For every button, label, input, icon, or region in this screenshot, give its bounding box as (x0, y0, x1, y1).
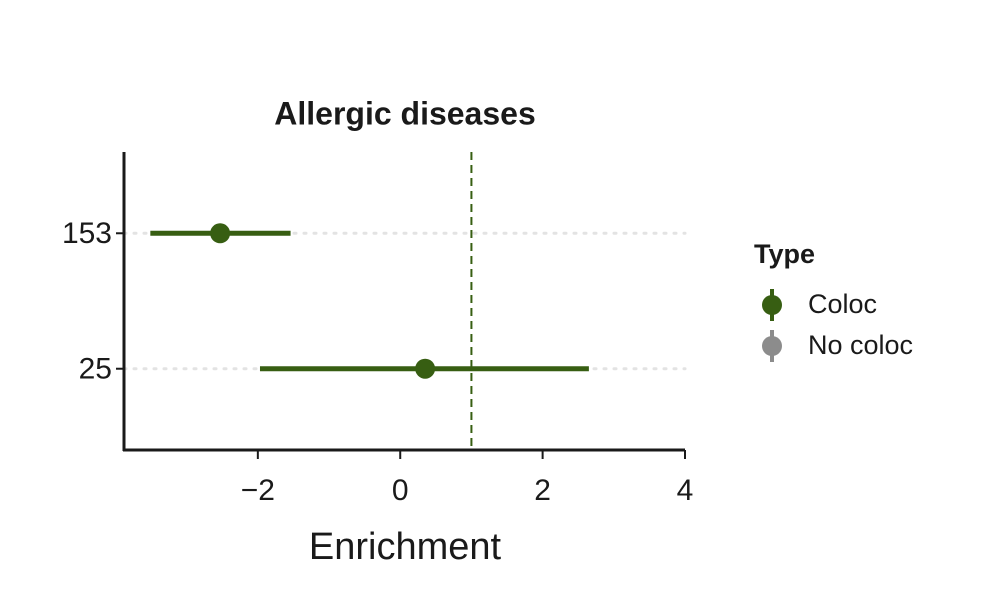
y-tick-label: 25 (79, 353, 112, 386)
legend-label: Coloc (808, 289, 877, 319)
point (415, 358, 436, 379)
x-tick-label: 0 (392, 474, 409, 507)
x-tick-label: 4 (677, 474, 694, 507)
x-tick-label: 2 (534, 474, 551, 507)
y-tick-label: 153 (62, 217, 112, 250)
chart-title: Allergic diseases (274, 95, 535, 131)
legend-label: No coloc (808, 330, 913, 360)
point (210, 223, 231, 244)
legend-title: Type (754, 239, 815, 269)
legend-key (762, 295, 782, 315)
x-tick-label: −2 (241, 474, 275, 507)
legend-key (762, 336, 782, 356)
x-axis-label: Enrichment (309, 526, 502, 568)
